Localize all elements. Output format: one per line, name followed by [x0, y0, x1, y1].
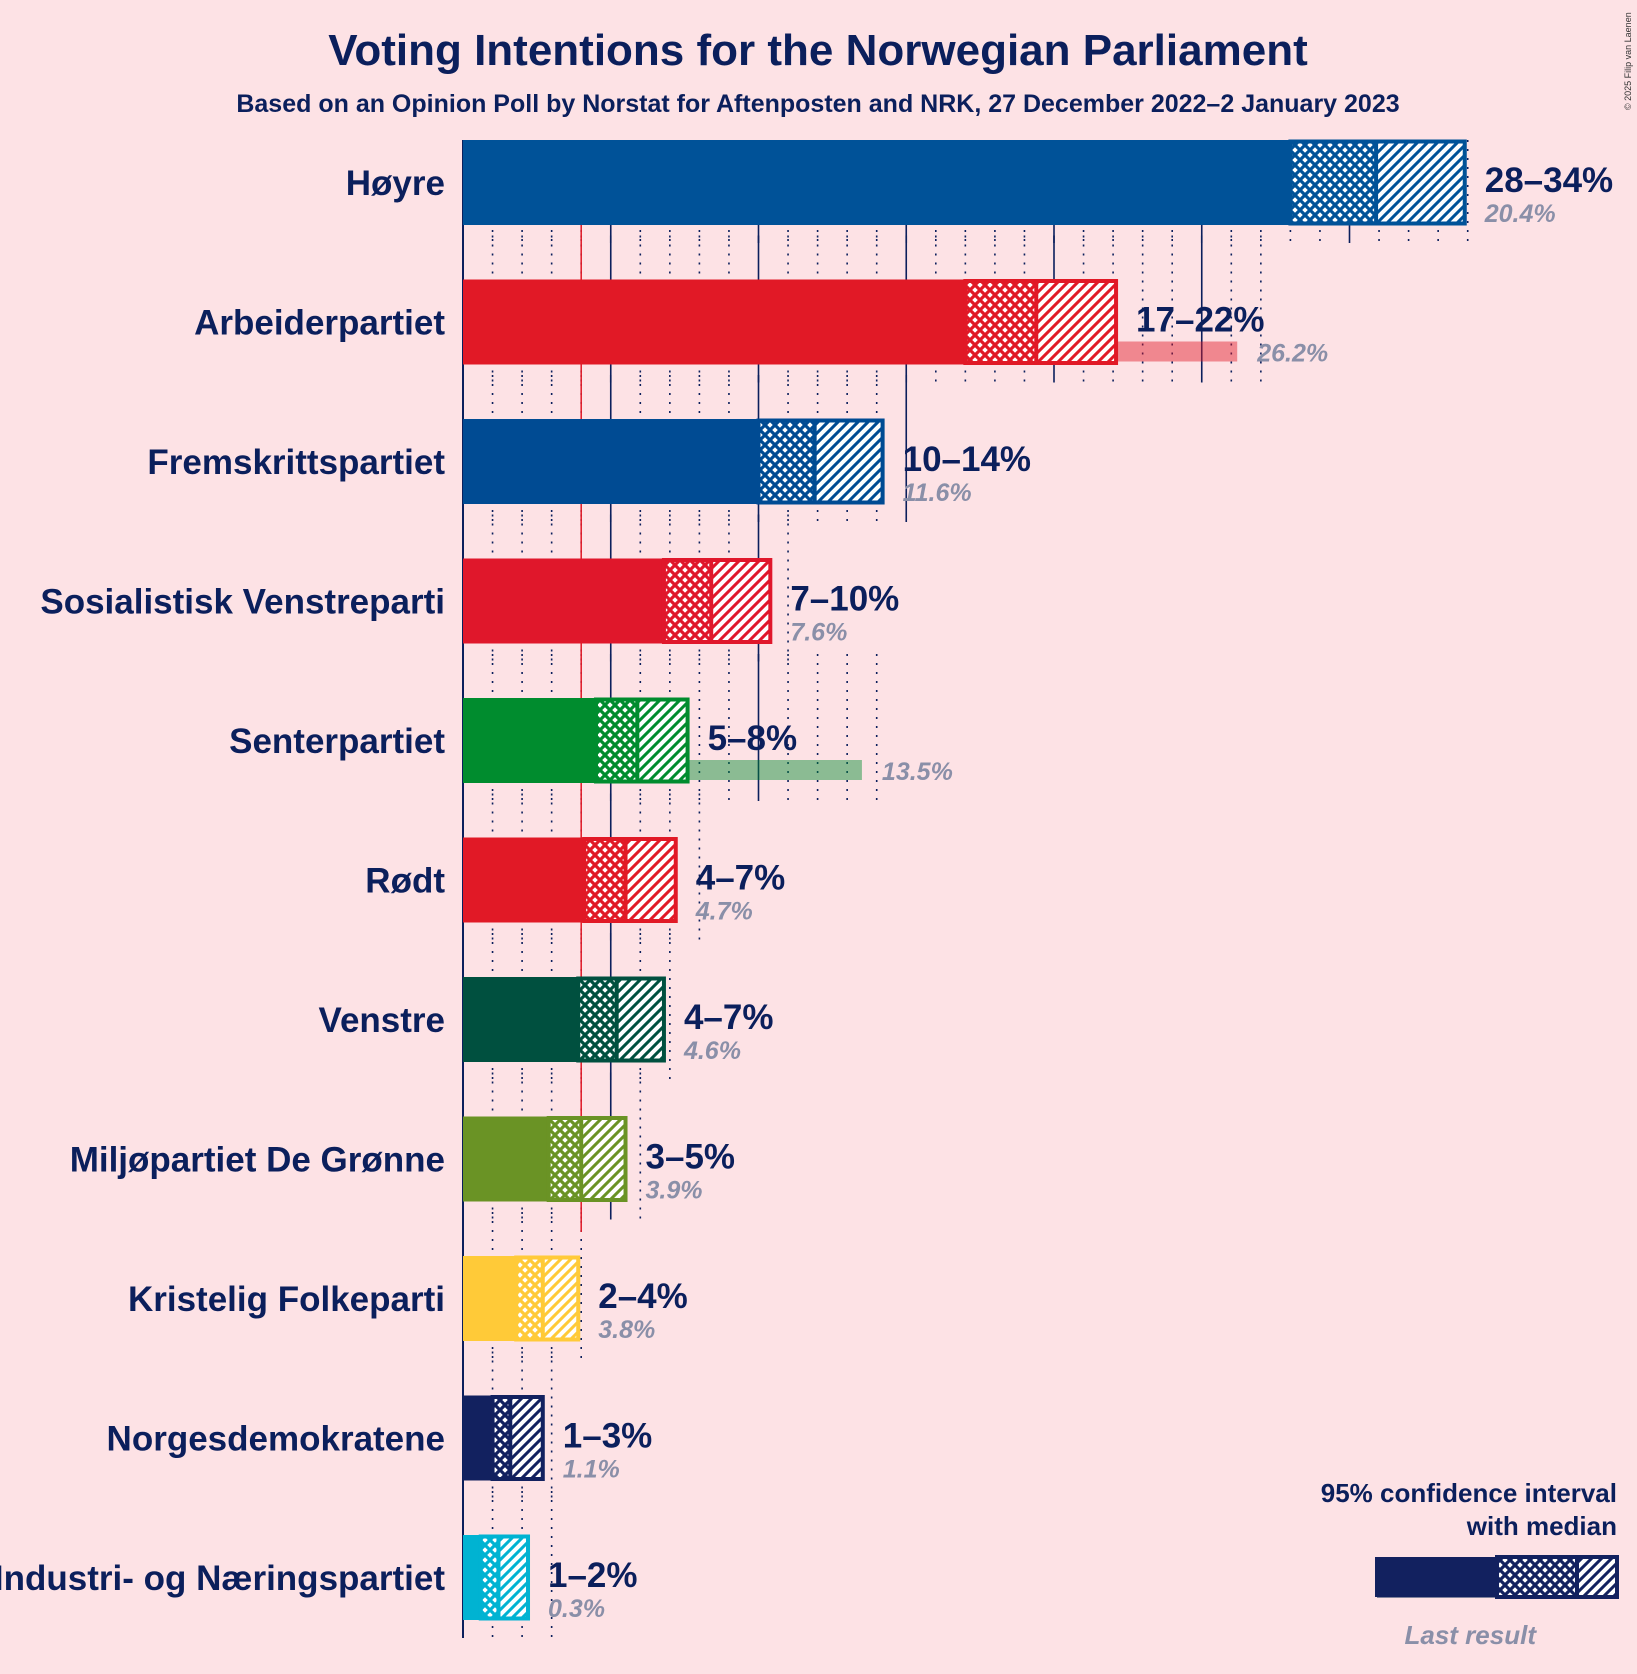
party-label: Kristelig Folkeparti: [128, 1280, 445, 1319]
party-label: Rødt: [365, 862, 445, 901]
labels: Høyre 28–34%20.4% Arbeiderpartiet 17–22%26.…: [0, 161, 1613, 1623]
legend: 95% confidence interval with median Last…: [1321, 1478, 1619, 1650]
bar-ci-upper-hatch: [711, 558, 771, 644]
party-label: Venstre: [319, 1001, 445, 1040]
bars: [463, 139, 1467, 1621]
bar-ci-lower-hatch: [663, 558, 712, 644]
bar-solid: [463, 140, 1291, 225]
bar-solid: [463, 698, 596, 783]
party-label: Miljøpartiet De Grønne: [70, 1141, 445, 1180]
bar-ci-lower-hatch: [595, 698, 638, 783]
bar-ci-lower-hatch: [1290, 140, 1377, 225]
last-result-label: 11.6%: [903, 479, 972, 507]
legend-last-result-label: Last result: [1405, 1620, 1538, 1650]
bar-solid: [463, 1535, 481, 1620]
party-label: Fremskrittspartiet: [147, 443, 445, 482]
bar-ci-outline: [546, 1116, 628, 1202]
bar-solid: [463, 1256, 517, 1341]
bar-ci-upper-hatch: [1376, 140, 1465, 225]
bar-ci-outline: [514, 1255, 581, 1342]
range-label: 3–5%: [646, 1138, 736, 1177]
bar-solid: [463, 1395, 493, 1481]
bar-ci-upper-hatch: [581, 1116, 626, 1202]
bar-solid: [463, 977, 579, 1062]
last-result-label: 4.7%: [695, 898, 753, 926]
copyright-note: © 2025 Filip van Laenen: [1623, 12, 1633, 110]
range-label: 4–7%: [696, 859, 786, 898]
last-result-label: 0.3%: [548, 1595, 605, 1623]
range-label: 4–7%: [684, 998, 774, 1037]
party-label: Høyre: [346, 164, 445, 203]
bar-solid: [463, 1116, 549, 1202]
party-label: Norgesdemokratene: [107, 1420, 445, 1459]
bar-ci-upper-hatch: [1036, 279, 1117, 365]
bar-ci-outline: [963, 279, 1119, 365]
last-result-label: 1.1%: [563, 1456, 620, 1484]
last-result-label: 20.4%: [1484, 200, 1556, 228]
bar-ci-upper-hatch: [616, 977, 664, 1062]
legend-diag-hatch: [1577, 1557, 1617, 1597]
bar-ci-outline: [576, 976, 666, 1063]
last-result-label: 3.8%: [598, 1316, 655, 1344]
range-label: 1–2%: [548, 1556, 638, 1595]
bar-ci-outline: [582, 837, 678, 923]
range-label: 10–14%: [903, 440, 1031, 479]
range-label: 17–22%: [1136, 301, 1264, 340]
range-label: 2–4%: [598, 1277, 688, 1316]
last-result-label: 26.2%: [1256, 340, 1328, 368]
bar-solid: [463, 558, 664, 644]
range-label: 5–8%: [708, 719, 798, 758]
bar-ci-lower-hatch: [758, 419, 815, 504]
bar-ci-outline: [661, 558, 773, 644]
legend-solid-bar: [1375, 1557, 1497, 1597]
bar-ci-lower-hatch: [584, 837, 626, 923]
last-result-label: 13.5%: [882, 758, 953, 786]
range-label: 7–10%: [790, 580, 899, 619]
bar-ci-upper-hatch: [637, 698, 688, 783]
legend-ci-outline: [1495, 1555, 1619, 1599]
last-result-label: 7.6%: [790, 619, 847, 647]
legend-line1: 95% confidence interval: [1321, 1478, 1617, 1508]
range-label: 28–34%: [1485, 161, 1613, 200]
bar-ci-outline: [756, 418, 885, 505]
last-result-label: 4.6%: [683, 1037, 741, 1065]
bar-ci-lower-hatch: [548, 1116, 582, 1202]
last-result-label: 3.9%: [646, 1177, 703, 1205]
bar-ci-upper-hatch: [498, 1535, 529, 1620]
bar-ci-upper-hatch: [542, 1256, 579, 1341]
party-label: Sosialistisk Venstreparti: [40, 583, 445, 622]
bar-solid: [463, 837, 585, 923]
range-label: 1–3%: [563, 1417, 653, 1456]
bar-ci-upper-hatch: [814, 419, 883, 504]
chart-title: Voting Intentions for the Norwegian Parl…: [328, 26, 1308, 75]
party-label: Senterpartiet: [229, 722, 445, 761]
bar-ci-outline: [593, 697, 690, 784]
bar-ci-outline: [478, 1534, 531, 1621]
bar-ci-lower-hatch: [965, 279, 1037, 365]
bar-ci-upper-hatch: [510, 1395, 543, 1481]
bar-ci-lower-hatch: [492, 1395, 511, 1481]
chart-subtitle: Based on an Opinion Poll by Norstat for …: [236, 90, 1399, 118]
legend-line2: with median: [1466, 1511, 1617, 1541]
bar-solid: [463, 279, 966, 365]
bar-ci-lower-hatch: [480, 1535, 499, 1620]
bar-solid: [463, 419, 759, 504]
legend-cross-hatch: [1497, 1557, 1577, 1597]
bar-ci-lower-hatch: [516, 1256, 543, 1341]
bar-ci-lower-hatch: [578, 977, 617, 1062]
party-label: Industri- og Næringspartiet: [0, 1559, 445, 1598]
party-label: Arbeiderpartiet: [194, 304, 445, 343]
bar-ci-outline: [490, 1395, 545, 1481]
bar-ci-upper-hatch: [625, 837, 676, 923]
